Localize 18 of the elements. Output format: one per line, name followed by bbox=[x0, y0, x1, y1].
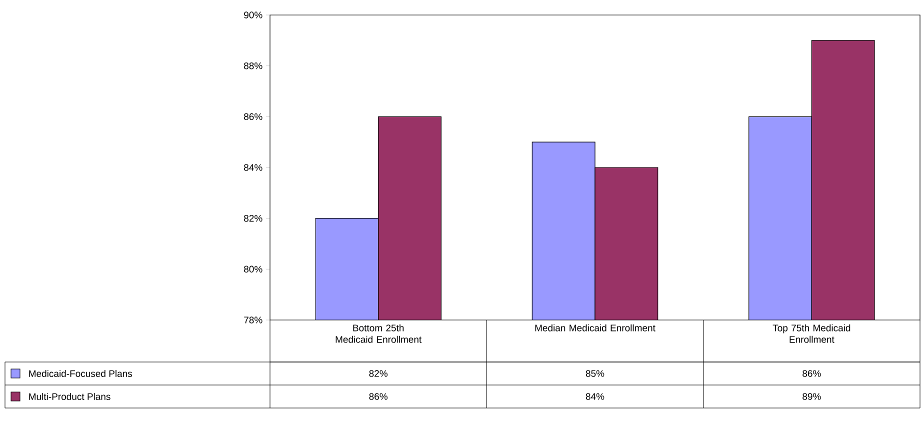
y-tick-label: 84% bbox=[244, 164, 262, 171]
data-label: 84% bbox=[586, 393, 604, 400]
x-tick-label: Median Medicaid Enrollment bbox=[535, 324, 656, 332]
y-tick-label: 90% bbox=[244, 12, 262, 18]
data-label: 89% bbox=[802, 393, 821, 400]
y-tick-label: 80% bbox=[244, 266, 262, 273]
data-label: 82% bbox=[369, 370, 388, 377]
y-tick-label: 86% bbox=[244, 113, 262, 120]
data-label: 86% bbox=[802, 370, 821, 377]
data-label: 85% bbox=[586, 370, 604, 377]
data-label: 86% bbox=[369, 393, 388, 400]
y-tick-label: 88% bbox=[244, 62, 262, 70]
y-tick-label: 78% bbox=[244, 316, 262, 324]
x-tick-label: Bottom 25th Medicaid Enrollment bbox=[336, 324, 422, 343]
y-tick-label: 82% bbox=[244, 214, 262, 222]
legend-label: Multi-Product Plans bbox=[29, 393, 110, 400]
x-tick-label: Top 75th Medicaid Enrollment bbox=[772, 324, 850, 343]
legend-label: Medicaid-Focused Plans bbox=[29, 370, 132, 377]
